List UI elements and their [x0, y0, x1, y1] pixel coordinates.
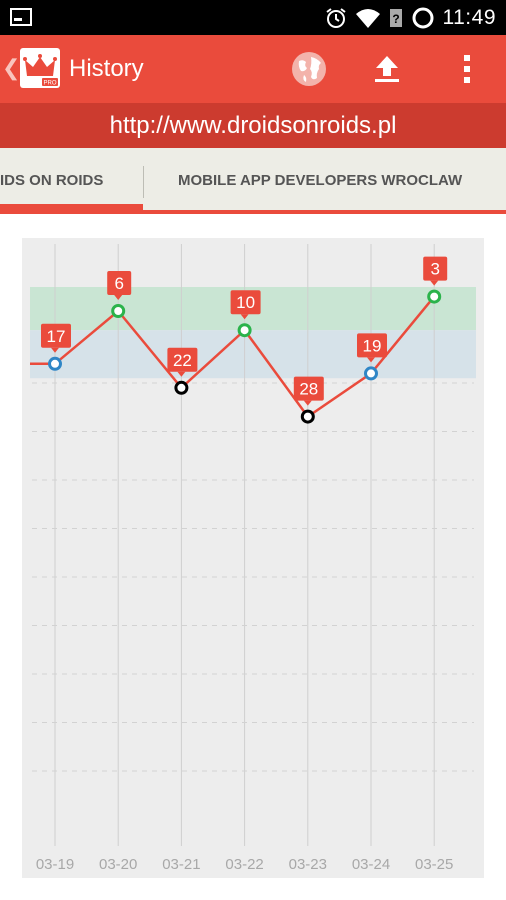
data-point-03-22	[237, 323, 252, 338]
data-label-pointer	[240, 314, 249, 320]
status-bar: ? 11:49	[0, 0, 506, 35]
tab-strip: IDS ON ROIDS MOBILE APP DEVELOPERS WROCL…	[0, 148, 506, 214]
data-label-box	[293, 376, 324, 401]
tab-divider	[143, 166, 144, 198]
data-label-pointer	[303, 400, 312, 406]
data-label-03-25: 3	[430, 260, 439, 279]
x-tick-label-03-19: 03-19	[36, 856, 74, 873]
data-label-pointer	[51, 347, 59, 353]
data-label-03-21: 22	[173, 351, 192, 370]
data-point-03-24	[364, 366, 378, 381]
data-point-03-20	[111, 304, 126, 318]
x-tick-label-03-21: 03-21	[162, 856, 200, 873]
screenshot-icon	[10, 8, 32, 26]
globe-icon	[292, 52, 326, 86]
series-line	[30, 295, 436, 419]
data-label-pointer	[177, 371, 186, 377]
tab-ids-on-roids[interactable]: IDS ON ROIDS	[0, 148, 143, 208]
data-label-03-19: 17	[47, 327, 66, 346]
data-label-03-20: 6	[114, 274, 123, 293]
wifi-icon	[355, 8, 380, 28]
upload-icon	[375, 56, 399, 82]
data-label-box	[167, 347, 198, 372]
overflow-menu-button[interactable]	[447, 49, 487, 89]
tab-selected-indicator	[0, 204, 143, 214]
data-label-box	[230, 290, 261, 315]
tab-mobile-app-developers[interactable]: MOBILE APP DEVELOPERS WROCLAW	[178, 148, 462, 208]
data-label-pointer	[430, 280, 439, 286]
chart-svg: 17 6 22 10 28 19 3 03-19 03-20 03-21 03-22 03-23 03-…	[30, 244, 476, 873]
x-tick-label-03-24: 03-24	[352, 856, 390, 873]
crown-icon: PRO	[23, 54, 58, 87]
logo-badge: PRO	[43, 81, 56, 87]
data-point-03-19	[48, 356, 62, 371]
alarm-icon	[325, 7, 346, 28]
tab-underline	[0, 210, 506, 214]
data-label-03-24: 19	[363, 336, 382, 355]
app-bar: ❮ PRO History	[0, 35, 506, 103]
data-label-box	[107, 271, 132, 295]
page-title: History	[69, 55, 144, 82]
url-bar: http://www.droidsonroids.pl	[0, 103, 506, 148]
data-label-03-23: 28	[299, 380, 318, 399]
data-point-03-23	[300, 409, 315, 424]
svg-text:?: ?	[392, 12, 399, 26]
data-label-pointer	[114, 295, 123, 300]
tab-label: IDS ON ROIDS	[0, 172, 104, 189]
app-logo[interactable]: PRO	[20, 48, 60, 88]
data-label-03-22: 10	[236, 293, 255, 312]
data-label-box	[357, 333, 387, 358]
battery-icon	[412, 7, 433, 28]
x-tick-label-03-25: 03-25	[415, 856, 453, 873]
tab-label: MOBILE APP DEVELOPERS WROCLAW	[178, 172, 463, 189]
back-chevron-icon[interactable]: ❮	[2, 55, 21, 80]
data-point-03-21	[174, 380, 189, 395]
x-tick-label-03-20: 03-20	[99, 856, 137, 873]
x-tick-label-03-23: 03-23	[289, 856, 327, 873]
x-tick-label-03-22: 03-22	[225, 856, 263, 873]
globe-button[interactable]	[289, 49, 329, 89]
overflow-menu-icon	[464, 55, 470, 83]
band-mid	[30, 330, 476, 379]
history-chart: 17 6 22 10 28 19 3 03-19 03-20 03-21 03-22 03-23 03-…	[22, 238, 484, 878]
data-label-box	[423, 256, 448, 281]
data-label-box	[41, 323, 71, 348]
data-point-03-25	[427, 289, 442, 304]
no-sim-icon: ?	[389, 8, 402, 27]
upload-button[interactable]	[367, 49, 407, 89]
status-time: 11:49	[442, 5, 496, 29]
data-label-pointer	[367, 357, 375, 363]
